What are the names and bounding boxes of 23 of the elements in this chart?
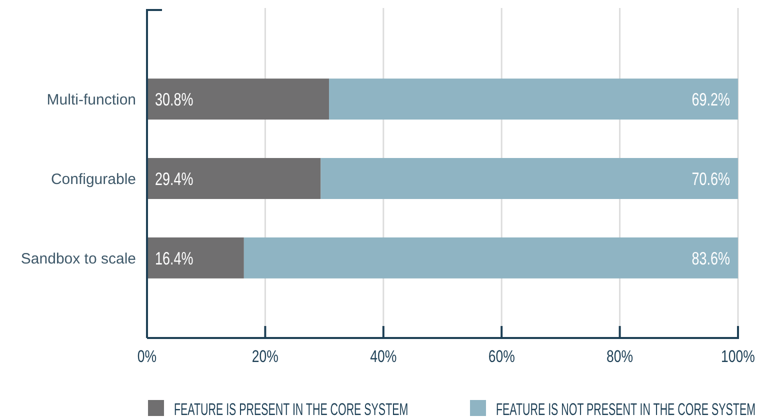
legend-label: FEATURE IS PRESENT IN THE CORE SYSTEM — [174, 400, 408, 420]
x-tick-label: 80% — [606, 348, 634, 366]
data-label: 16.4% — [155, 250, 194, 269]
legend-label: FEATURE IS NOT PRESENT IN THE CORE SYSTEM — [496, 400, 756, 420]
data-label: 83.6% — [692, 250, 730, 269]
bar — [329, 78, 738, 120]
y-tick-label: Multi-function — [46, 92, 136, 109]
data-label: 30.8% — [155, 90, 194, 110]
bar — [147, 158, 321, 199]
x-tick-label: 20% — [252, 348, 278, 366]
bar — [147, 237, 244, 278]
bar — [244, 237, 738, 278]
data-label: 70.6% — [692, 170, 730, 190]
data-label: 29.4% — [155, 170, 194, 190]
x-tick-label: 100% — [721, 348, 755, 366]
x-tick-label: 40% — [370, 348, 397, 366]
data-label: 69.2% — [692, 90, 730, 110]
bar — [147, 78, 330, 120]
y-tick-label: Sandbox to scale — [20, 250, 136, 268]
x-tick-label: 60% — [488, 348, 515, 366]
y-tick-label: Configurable — [50, 171, 136, 188]
bar — [320, 158, 738, 199]
x-tick-label: 0% — [137, 348, 157, 366]
